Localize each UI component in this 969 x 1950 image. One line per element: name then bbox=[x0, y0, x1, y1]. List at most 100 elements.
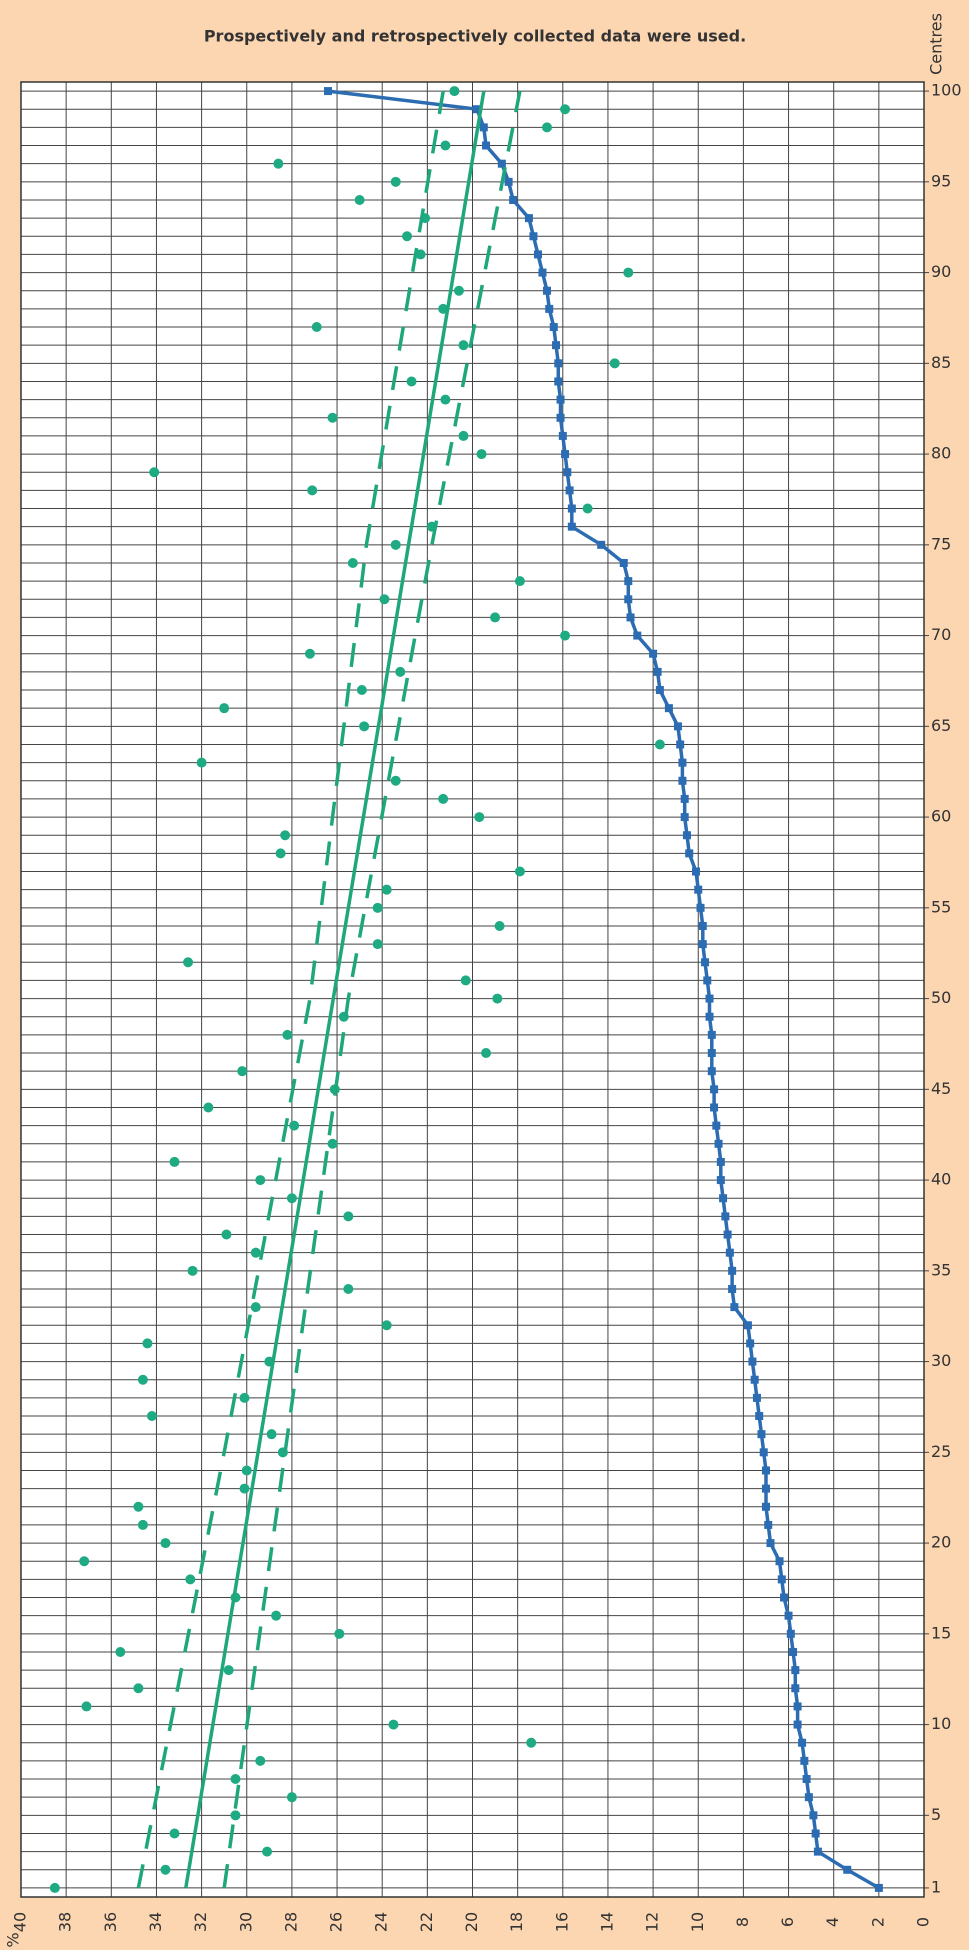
data-dot bbox=[133, 1501, 144, 1512]
data-marker bbox=[678, 776, 687, 785]
data-marker bbox=[775, 1557, 784, 1566]
data-dot bbox=[343, 1211, 354, 1222]
data-marker bbox=[743, 1321, 752, 1330]
data-marker bbox=[721, 1212, 730, 1221]
x-tick-label: 34 bbox=[146, 1912, 165, 1932]
x-tick-label: 38 bbox=[56, 1912, 75, 1932]
data-marker bbox=[764, 1520, 773, 1529]
data-marker bbox=[755, 1412, 764, 1421]
data-marker bbox=[777, 1575, 786, 1584]
x-tick-label: 14 bbox=[597, 1912, 616, 1932]
data-marker bbox=[716, 1176, 725, 1185]
data-marker bbox=[784, 1611, 793, 1620]
data-marker bbox=[707, 1030, 716, 1039]
y-tick-label: 70 bbox=[931, 625, 951, 644]
data-dot bbox=[149, 467, 160, 478]
data-marker bbox=[563, 468, 572, 477]
data-dot bbox=[390, 176, 401, 187]
y-tick-label: 100 bbox=[931, 81, 962, 100]
data-marker bbox=[730, 1303, 739, 1312]
data-marker bbox=[761, 1484, 770, 1493]
data-dot bbox=[514, 866, 525, 877]
x-tick-label: 20 bbox=[462, 1912, 481, 1932]
data-marker bbox=[752, 1393, 761, 1402]
data-marker bbox=[719, 1194, 728, 1203]
data-marker bbox=[479, 123, 488, 132]
data-marker bbox=[698, 940, 707, 949]
data-dot bbox=[271, 1610, 282, 1621]
data-marker bbox=[707, 1049, 716, 1058]
data-dot bbox=[196, 757, 207, 768]
data-dot bbox=[347, 557, 358, 568]
data-marker bbox=[567, 504, 576, 513]
y-tick-label: 60 bbox=[931, 807, 951, 826]
data-marker bbox=[723, 1230, 732, 1239]
data-marker bbox=[766, 1539, 775, 1548]
x-tick-label: 12 bbox=[643, 1912, 662, 1932]
data-marker bbox=[791, 1684, 800, 1693]
data-dot bbox=[286, 1193, 297, 1204]
x-axis-label: % bbox=[4, 1932, 23, 1947]
y-tick-label: 15 bbox=[931, 1623, 951, 1642]
data-marker bbox=[757, 1430, 766, 1439]
x-tick-label: 40 bbox=[11, 1912, 30, 1932]
y-axis-label: Centres bbox=[927, 13, 946, 75]
data-dot bbox=[460, 975, 471, 986]
data-marker bbox=[705, 1012, 714, 1021]
data-dot bbox=[372, 902, 383, 913]
data-dot bbox=[203, 1102, 214, 1113]
y-tick-label: 55 bbox=[931, 897, 951, 916]
data-marker bbox=[728, 1284, 737, 1293]
data-marker bbox=[633, 631, 642, 640]
confidence-line bbox=[136, 90, 445, 1889]
data-marker bbox=[673, 722, 682, 731]
data-dot bbox=[402, 231, 413, 242]
data-marker bbox=[761, 1466, 770, 1475]
y-tick-label: 50 bbox=[931, 988, 951, 1007]
data-dot bbox=[185, 1574, 196, 1585]
data-marker bbox=[793, 1702, 802, 1711]
data-marker bbox=[545, 304, 554, 313]
data-marker bbox=[561, 450, 570, 459]
x-tick-label: 26 bbox=[327, 1912, 346, 1932]
data-dot bbox=[137, 1519, 148, 1530]
data-marker bbox=[701, 958, 710, 967]
data-dot bbox=[223, 1665, 234, 1676]
data-dot bbox=[146, 1411, 157, 1422]
data-marker bbox=[538, 268, 547, 277]
data-marker bbox=[761, 1502, 770, 1511]
data-marker bbox=[707, 1067, 716, 1076]
data-marker bbox=[473, 105, 482, 114]
data-dot bbox=[415, 249, 426, 260]
data-dot bbox=[343, 1283, 354, 1294]
data-dot bbox=[137, 1374, 148, 1385]
data-marker bbox=[698, 921, 707, 930]
data-marker bbox=[703, 976, 712, 985]
data-dot bbox=[307, 485, 318, 496]
y-tick-label: 35 bbox=[931, 1260, 951, 1279]
data-marker bbox=[710, 1085, 719, 1094]
data-dot bbox=[230, 1810, 241, 1821]
data-dot bbox=[356, 685, 367, 696]
data-marker bbox=[712, 1121, 721, 1130]
data-dot bbox=[440, 140, 451, 151]
data-dot bbox=[250, 1302, 261, 1313]
data-dot bbox=[160, 1538, 171, 1549]
data-marker bbox=[789, 1647, 798, 1656]
data-marker bbox=[682, 831, 691, 840]
data-marker bbox=[558, 431, 567, 440]
data-dot bbox=[381, 1320, 392, 1331]
y-tick-label: 10 bbox=[931, 1714, 951, 1733]
data-dot bbox=[239, 1392, 250, 1403]
data-marker bbox=[504, 177, 513, 186]
data-marker bbox=[529, 232, 538, 241]
data-dot bbox=[169, 1828, 180, 1839]
data-marker bbox=[705, 994, 714, 1003]
data-dot bbox=[560, 630, 571, 641]
data-dot bbox=[458, 340, 469, 351]
data-dot bbox=[494, 920, 505, 931]
data-dot bbox=[169, 1156, 180, 1167]
data-marker bbox=[565, 486, 574, 495]
data-marker bbox=[542, 286, 551, 295]
